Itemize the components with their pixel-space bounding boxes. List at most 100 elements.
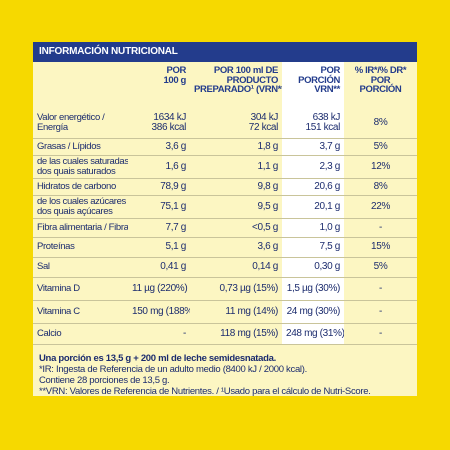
cell-line: 12%: [371, 160, 390, 172]
serving-note: Una porción es 13,5 g + 200 ml de leche …: [39, 352, 276, 364]
cell-line: Calcio: [37, 327, 62, 339]
column-header: POR 100 ml DE PRODUCTO PREPARADO¹ (VRN**): [190, 62, 282, 108]
nutrition-panel: INFORMACIÓN NUTRICIONAL POR 100 g POR 100 …: [33, 42, 417, 397]
cell-line: 75,1 g: [160, 200, 186, 212]
cell-line: 638 kJ: [312, 111, 341, 123]
cell-line: Energía: [37, 121, 68, 133]
cell: 5,1 g: [128, 237, 190, 258]
row-label: Vitamina C: [33, 300, 128, 324]
cell-line: 0,73 µg (15%): [219, 282, 279, 294]
cell-line: 15%: [371, 241, 390, 252]
cell: 15%: [344, 237, 417, 258]
cell: 8%: [344, 108, 417, 139]
table-row: Proteínas 5,1 g 3,6 g 7,5 g 15%: [33, 237, 417, 258]
cell-line: PREPARADO¹ (VRN**): [194, 84, 282, 95]
cell: 11 µg (220%): [128, 277, 190, 301]
cell-line: PRODUCTO: [226, 74, 279, 86]
cell: 0,41 g: [128, 257, 190, 278]
cell-line: 386 kcal: [151, 121, 187, 133]
cell-line: Grasas / Lípidos: [37, 140, 101, 152]
cell-line: 150 mg (188%): [132, 305, 190, 317]
cell: -: [344, 323, 417, 345]
column-headers: POR 100 g POR 100 ml DE PRODUCTO PREPARADO¹ …: [33, 62, 417, 108]
cell-line: Vitamina D: [37, 282, 80, 294]
cell: -: [344, 277, 417, 301]
cell-line: -: [379, 327, 382, 339]
row-label: Proteínas: [33, 237, 128, 258]
footnote: **VRN: Valores de Referencia de Nutrient…: [39, 385, 371, 397]
cell: -: [128, 323, 190, 345]
cell-line: de los cuales azúcares /: [37, 196, 128, 207]
cell-line: -: [183, 327, 186, 339]
table-row: de las cuales saturadas / dos quais satur…: [33, 155, 417, 179]
cell-line: 7,5 g: [319, 241, 341, 252]
cell: 8%: [344, 178, 417, 196]
cell-line: -: [379, 282, 382, 294]
cell: 5%: [344, 138, 417, 156]
cell-line: 0,41 g: [160, 261, 186, 272]
cell-line: PORCIÓN: [359, 84, 402, 95]
column-header: POR 100 g: [128, 62, 190, 108]
cell-line: 7,7 g: [165, 221, 187, 233]
cell-line: 8%: [373, 116, 388, 128]
row-label: Grasas / Lípidos: [33, 138, 128, 156]
column-header: [33, 62, 128, 108]
cell-line: 118 mg (15%): [220, 327, 278, 339]
panel-title: INFORMACIÓN NUTRICIONAL: [33, 42, 417, 62]
cell-line: VRN**: [314, 84, 340, 95]
cell: 2,3 g: [282, 155, 344, 179]
cell: 9,8 g: [190, 178, 282, 196]
cell-line: 3,6 g: [165, 140, 187, 152]
cell-line: POR: [320, 65, 340, 76]
cell: 150 mg (188%): [128, 300, 190, 324]
row-label: Calcio: [33, 323, 128, 345]
cell-line: 151 kcal: [305, 121, 341, 133]
cell: 22%: [344, 195, 417, 219]
cell: 7,7 g: [128, 218, 190, 238]
cell-line: 0,14 g: [252, 261, 278, 272]
cell-line: -: [379, 221, 382, 233]
cell-line: 3,7 g: [319, 140, 341, 152]
cell-line: Hidratos de carbono: [37, 180, 116, 192]
table-row: Hidratos de carbono 78,9 g 9,8 g 20,6 g 8%: [33, 178, 417, 196]
cell-line: 5%: [373, 140, 388, 152]
cell-line: Fibra alimentaria / Fibra: [37, 221, 128, 233]
row-label: Hidratos de carbono: [33, 178, 128, 196]
table-body: Valor energético / Energía 1634 kJ 386 kcal…: [33, 108, 417, 345]
cell-line: 1,5 µg (30%): [286, 282, 341, 294]
cell-line: 2,3 g: [319, 160, 341, 172]
table-row: Vitamina C 150 mg (188%) 11 mg (14%) 24 mg …: [33, 300, 417, 324]
footnotes: Una porción es 13,5 g + 200 ml de leche …: [33, 345, 417, 397]
cell-line: 22%: [371, 200, 390, 212]
cell: 118 mg (15%): [190, 323, 282, 345]
cell: 0,14 g: [190, 257, 282, 278]
row-label: de las cuales saturadas / dos quais satur…: [33, 155, 128, 179]
nutrition-table: POR 100 g POR 100 ml DE PRODUCTO PREPARADO¹ …: [33, 62, 417, 345]
cell-line: POR 100 ml DE: [213, 65, 278, 76]
cell-line: 78,9 g: [160, 180, 186, 192]
cell: 0,30 g: [282, 257, 344, 278]
cell-line: 1634 kJ: [153, 111, 186, 123]
cell-line: 304 kJ: [250, 111, 279, 123]
table-row: Sal 0,41 g 0,14 g 0,30 g 5%: [33, 257, 417, 278]
cell-line: dos quais saturados: [37, 165, 116, 177]
cell-line: 11 µg (220%): [132, 282, 188, 294]
cell: 5%: [344, 257, 417, 278]
cell: 3,7 g: [282, 138, 344, 156]
cell: 24 mg (30%): [282, 300, 344, 324]
cell-line: 11 mg (14%): [225, 305, 278, 317]
table-row: Calcio - 118 mg (15%) 248 mg (31%) -: [33, 323, 417, 345]
cell-line: 5,1 g: [165, 241, 187, 252]
column-header: POR PORCIÓN VRN**: [282, 62, 344, 108]
cell: 3,6 g: [190, 237, 282, 258]
cell: 20,6 g: [282, 178, 344, 196]
cell: 0,73 µg (15%): [190, 277, 282, 301]
cell-line: 3,6 g: [257, 241, 279, 252]
cell-line: Vitamina C: [37, 305, 80, 317]
cell-line: Valor energético /: [37, 112, 105, 124]
row-label: Fibra alimentaria / Fibra: [33, 218, 128, 238]
cell: 1,1 g: [190, 155, 282, 179]
cell-line: 1,0 g: [319, 221, 341, 233]
cell: 78,9 g: [128, 178, 190, 196]
cell-line: 248 mg (31%): [286, 327, 344, 339]
